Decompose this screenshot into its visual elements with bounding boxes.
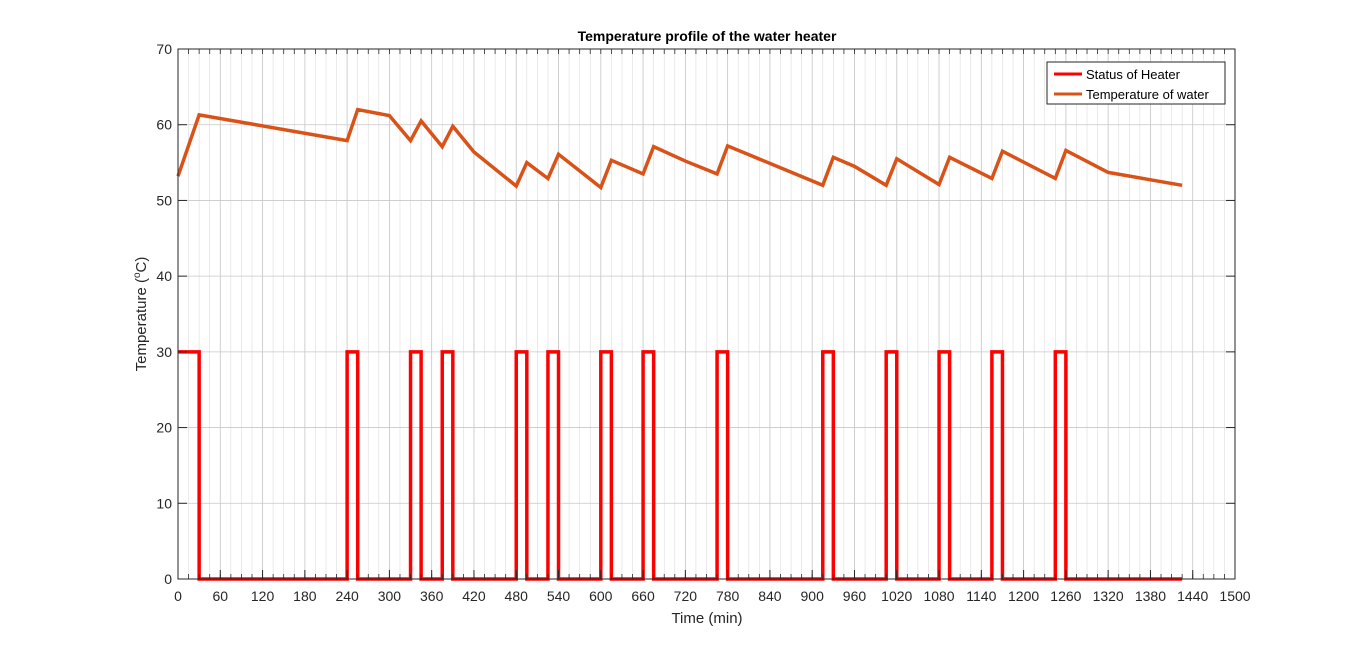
y-tick-labels: 0 10 20 30 40 50 60 70 [156, 41, 172, 587]
plot-area [176, 48, 1236, 581]
x-tick-label: 0 [174, 588, 182, 604]
x-tick-label: 840 [758, 588, 782, 604]
y-axis-label: Temperature (oC) [132, 257, 150, 372]
y-tick-label: 20 [156, 420, 172, 436]
x-tick-label: 1020 [881, 588, 912, 604]
y-tick-label: 10 [156, 495, 172, 511]
legend-label-status-of-heater: Status of Heater [1086, 67, 1181, 82]
x-tick-label: 1260 [1050, 588, 1081, 604]
x-tick-label: 240 [335, 588, 359, 604]
x-tick-label: 660 [631, 588, 655, 604]
series-line-temperature-of-water [176, 107, 1183, 191]
y-axis-label-superscript: o [132, 272, 143, 278]
y-axis-label-main: Temperature ( [133, 278, 150, 371]
x-tick-label: 1500 [1219, 588, 1250, 604]
x-tick-label: 1320 [1093, 588, 1124, 604]
x-tick-label: 960 [843, 588, 867, 604]
x-tick-label: 360 [420, 588, 444, 604]
y-tick-label: 60 [156, 117, 172, 133]
x-tick-label: 420 [462, 588, 486, 604]
x-tick-label: 600 [589, 588, 613, 604]
x-tick-label: 900 [801, 588, 825, 604]
x-tick-label: 780 [716, 588, 740, 604]
x-tick-label: 180 [293, 588, 317, 604]
y-tick-label: 40 [156, 268, 172, 284]
x-tick-label: 540 [547, 588, 571, 604]
legend-box [1046, 61, 1226, 105]
y-tick-label: 30 [156, 344, 172, 360]
y-tick-label: 50 [156, 192, 172, 208]
x-tick-label: 1080 [923, 588, 954, 604]
chart-title: Temperature profile of the water heater [578, 28, 837, 44]
x-tick-label: 1440 [1177, 588, 1208, 604]
x-axis-label: Time (min) [671, 610, 742, 627]
x-tick-label: 60 [212, 588, 228, 604]
tick-marks [177, 48, 1236, 580]
minor-grid [177, 49, 1236, 579]
legend: Status of Heater Temperature of water [1046, 61, 1226, 105]
series-layer [176, 107, 1183, 581]
y-tick-label: 0 [164, 571, 172, 587]
legend-label-temperature-of-water: Temperature of water [1086, 87, 1210, 102]
x-tick-label: 480 [505, 588, 529, 604]
x-tick-label: 1200 [1008, 588, 1039, 604]
y-axis-label-end: C) [133, 257, 150, 273]
x-tick-label: 120 [251, 588, 275, 604]
y-tick-label: 70 [156, 41, 172, 57]
x-tick-label: 720 [674, 588, 698, 604]
x-tick-labels: 0 60 120 180 240 300 360 420 480 540 600 660 720 780 8… [174, 588, 1251, 604]
x-tick-label: 1380 [1135, 588, 1166, 604]
x-tick-label: 1140 [966, 588, 996, 604]
series-line-status-of-heater [178, 350, 1183, 581]
x-tick-label: 300 [378, 588, 402, 604]
